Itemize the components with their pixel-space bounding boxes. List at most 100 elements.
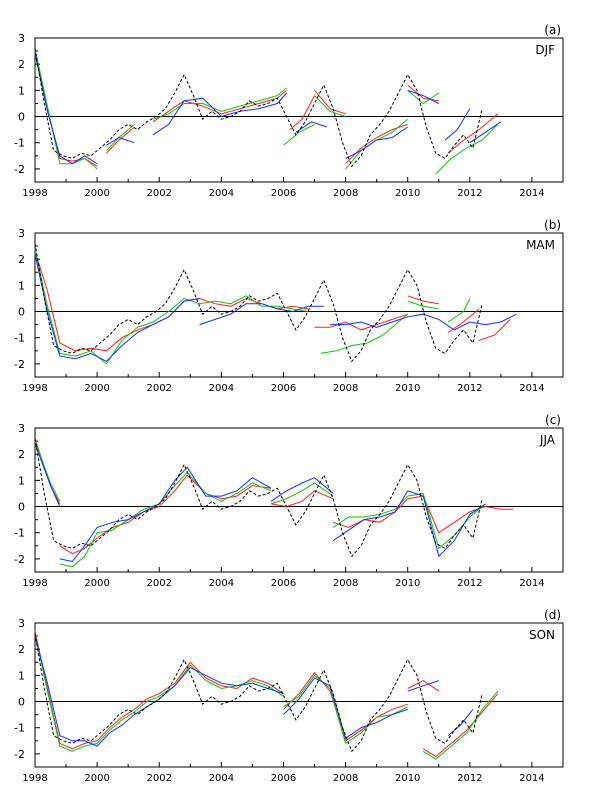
x-tick-label: 2014 [519,383,544,394]
series-red-segment-4 [422,693,499,758]
x-tick-label: 2002 [147,188,172,199]
x-tick-label: 2010 [395,773,420,784]
series-blue-segment-4 [295,121,328,133]
x-tick-label: 2000 [84,383,109,394]
series-blue-segment-8 [469,121,502,144]
series-red-segment-5 [478,319,511,341]
x-tick-label: 2008 [333,578,358,589]
series-green-segment-1 [34,633,284,752]
plot-frame [34,427,564,573]
series-green-segment-3 [270,482,334,505]
y-tick-label: -2 [14,748,25,761]
series-blue-segment-2 [59,466,272,563]
series-blue-segment-6 [407,89,440,104]
series-green-segment-3 [407,300,439,310]
x-tick-label: 2002 [147,773,172,784]
x-tick-label: 2008 [333,188,358,199]
y-tick-label: 2 [18,58,25,71]
series-red-segment-7 [407,84,439,102]
y-tick-label: 3 [18,617,25,630]
series-blue-segment-3 [152,92,287,136]
x-tick-label: 2000 [84,773,109,784]
series-blue-segment-3 [407,680,439,692]
series-red-segment-5 [314,90,346,115]
y-tick-label: 2 [18,643,25,656]
y-tick-label: 0 [18,306,25,319]
x-tick-label: 2002 [147,578,172,589]
plot-frame [34,232,564,378]
x-tick-label: 2000 [84,188,109,199]
series-red-segment-2 [283,671,408,742]
series-blue-segment-3 [330,313,517,331]
series-green-segment-1 [34,248,309,365]
series-blue-segment-3 [270,477,334,502]
series-red-segment-2 [106,126,135,154]
series-green-segment-4 [332,492,486,550]
x-tick-label: 1998 [22,578,47,589]
x-tick-label: 2012 [457,773,482,784]
plot-frame [34,37,564,183]
y-tick-label: 2 [18,253,25,266]
y-tick-label: -1 [14,722,25,735]
series-green-segment-6 [345,118,409,170]
x-tick-label: 2004 [209,188,234,199]
x-tick-label: 2008 [333,383,358,394]
series-blue-segment-1 [34,635,284,747]
series-green-segment-3 [422,690,499,760]
observed-dashed-line [34,243,483,363]
series-blue-segment-1 [34,53,98,165]
series-red-segment-3 [407,295,439,305]
y-tick-label: 0 [18,696,25,709]
x-tick-label: 2012 [457,188,482,199]
series-red-segment-4 [289,95,315,130]
series-blue-segment-1 [34,443,61,507]
y-tick-label: -2 [14,553,25,566]
y-tick-label: 1 [18,279,25,292]
x-tick-label: 2006 [271,773,296,784]
series-red-segment-2 [59,474,272,555]
y-tick-label: 3 [18,32,25,45]
x-tick-label: 2000 [84,578,109,589]
series-red-segment-1 [34,50,98,167]
y-tick-label: -1 [14,527,25,540]
x-tick-label: 2004 [209,383,234,394]
panel-3: 3 2 1 0 -1 -2 1998 2000 2002 2004 2006 2008 2010 2012… [14,413,564,589]
panel-label: (d) [544,608,561,622]
x-tick-label: 2014 [519,773,544,784]
y-tick-label: -2 [14,163,25,176]
x-tick-label: 2006 [271,578,296,589]
plot-frame [34,622,564,768]
series-red-segment-1 [34,630,284,750]
y-tick-label: 0 [18,111,25,124]
series-red-segment-3 [407,680,440,692]
x-tick-label: 2006 [271,188,296,199]
panel-1: 3 2 1 0 -1 -2 1998 2000 2002 2004 2006 2008 2010 2012… [14,23,564,199]
series-red-segment-3 [270,490,334,508]
observed-dashed-line [34,438,483,558]
panel-label: (b) [544,218,561,232]
series-green-segment-2 [59,471,272,568]
x-tick-label: 2002 [147,383,172,394]
panel-2: 3 2 1 0 -1 -2 1998 2000 2002 2004 2006 2008 2010 2012… [14,218,564,394]
series-red-segment-2 [314,313,408,331]
panel-4: 3 2 1 0 -1 -2 1998 2000 2002 2004 2006 2008 2010 2012… [14,608,564,784]
y-tick-label: 2 [18,448,25,461]
panel-label: (a) [544,23,561,37]
series-blue-segment-2 [106,136,135,146]
season-label: JJA [539,433,556,447]
series-blue-segment-4 [332,490,486,558]
observed-dashed-line [34,633,483,753]
x-tick-label: 2006 [271,383,296,394]
y-tick-label: -1 [14,332,25,345]
series-blue-segment-5 [345,126,408,159]
series-red-segment-4 [333,495,514,534]
x-tick-label: 2012 [457,578,482,589]
series-red-segment-1 [34,251,309,352]
x-tick-label: 2012 [457,383,482,394]
series-blue-segment-2 [283,677,408,739]
series-green-segment-7 [407,90,440,105]
x-tick-label: 2014 [519,188,544,199]
x-tick-label: 2010 [395,383,420,394]
y-tick-label: 1 [18,474,25,487]
